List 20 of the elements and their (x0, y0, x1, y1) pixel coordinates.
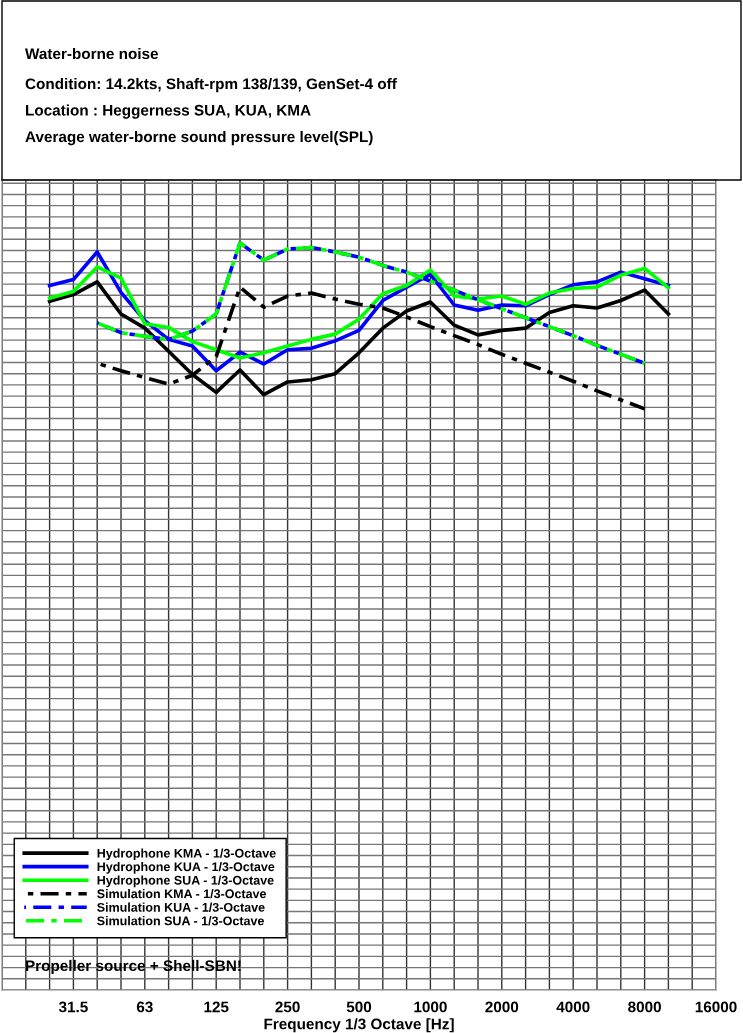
legend-label: Hydrophone SUA - 1/3-Octave (97, 875, 274, 888)
chart-subtitle: Condition: 14.2kts, Shaft-rpm 138/139, GenSet-4 off Location : Heggerness SUA, KUA, KMA Average water-borne sound pressure level(SPL) (25, 78, 397, 146)
x-tick-label: 1000 (414, 1001, 447, 1013)
x-tick-label: 250 (275, 1001, 300, 1013)
x-tick-label: 31.5 (58, 1001, 88, 1013)
x-tick-label: 500 (346, 1001, 372, 1013)
x-tick-label: 2000 (485, 1001, 519, 1013)
legend-label: Hydrophone KMA - 1/3-Octave (97, 848, 276, 861)
chart-title: Water-borne noise (25, 47, 159, 60)
x-tick-label: 4000 (556, 1001, 590, 1013)
x-tick-label: 125 (204, 1001, 229, 1013)
legend-label: Simulation KMA - 1/3-Octave (97, 889, 267, 899)
x-axis-title: Frequency 1/3 Octave [Hz] (264, 1018, 454, 1033)
annotation: Propeller source + Shell-SBN! (26, 959, 241, 975)
legend-label: Simulation SUA - 1/3-Octave (97, 916, 264, 926)
legend-label: Simulation KUA - 1/3-Octave (97, 902, 265, 912)
legend-label: Hydrophone KUA - 1/3-Octave (97, 861, 275, 874)
x-tick-label: 63 (136, 1001, 153, 1013)
x-tick-label: 8000 (628, 1001, 661, 1013)
x-tick-label: 16000 (695, 1001, 737, 1013)
